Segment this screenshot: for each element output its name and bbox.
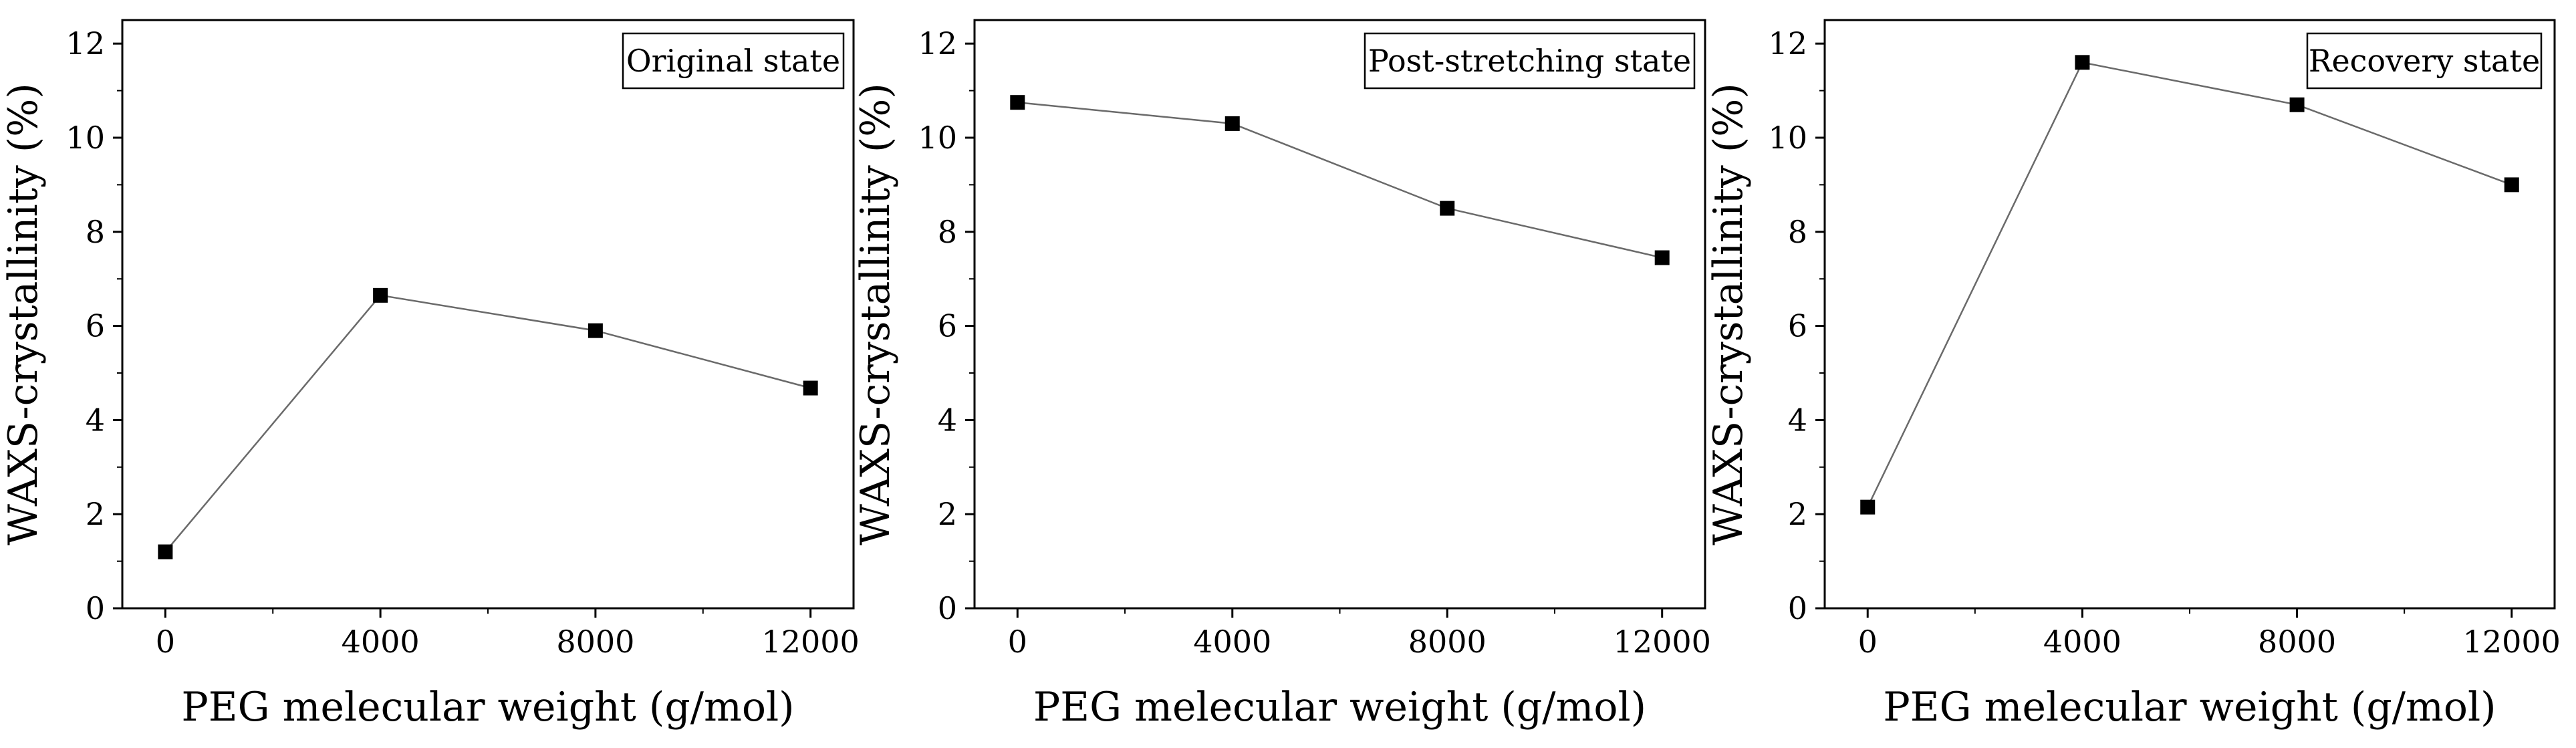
series-line	[1867, 61, 2513, 508]
chart-panel-2: 0 2 4 6 8 10 12 0 4000 8000 12000 PEG melecular wei…	[852, 19, 1711, 731]
y-tick-label: 2	[1788, 496, 1807, 532]
y-tick-label: 8	[1788, 214, 1807, 250]
x-tick-label: 8000	[556, 624, 634, 660]
y-tick-label: 4	[1788, 402, 1807, 438]
legend-box	[2306, 32, 2543, 90]
legend-label: Post-stretching state	[1368, 43, 1691, 79]
data-point	[2075, 55, 2090, 70]
data-point	[1010, 95, 1025, 110]
x-tick-label: 8000	[1408, 624, 1487, 660]
y-tick-label: 0	[938, 590, 957, 626]
legend-box	[622, 32, 845, 90]
y-tick-label: 8	[86, 214, 105, 250]
x-axis-title: PEG melecular weight (g/mol)	[1033, 684, 1646, 731]
data-point	[588, 323, 603, 338]
y-tick-label: 10	[66, 120, 105, 156]
y-tick-label: 12	[918, 25, 957, 61]
y-axis-title: WAXS-crystallinity (%)	[0, 83, 47, 545]
series-line	[1017, 101, 1662, 259]
data-point	[373, 287, 388, 303]
y-tick-label: 12	[66, 25, 105, 61]
y-tick-label: 0	[1788, 590, 1807, 626]
chart-panel-3: 0 2 4 6 8 10 12 0 4000 8000 12000 PEG melecular wei…	[1705, 19, 2561, 731]
data-point	[1440, 201, 1455, 216]
series-line	[164, 294, 811, 553]
data-point	[2504, 177, 2519, 193]
data-point	[1654, 250, 1670, 265]
legend-label: Recovery state	[2309, 43, 2540, 79]
y-tick-label: 6	[1788, 308, 1807, 344]
x-tick-label: 4000	[342, 624, 420, 660]
data-point	[803, 380, 818, 396]
legend: Recovery state	[2306, 32, 2543, 90]
y-tick-label: 4	[86, 402, 105, 438]
data-point	[1225, 116, 1240, 131]
y-axis-title: WAXS-crystallinity (%)	[852, 83, 899, 545]
x-tick-label: 0	[156, 624, 175, 660]
y-tick-label: 2	[86, 496, 105, 532]
legend: Post-stretching state	[1364, 32, 1696, 90]
x-tick-label: 0	[1858, 624, 1878, 660]
y-tick-label: 10	[1768, 120, 1807, 156]
y-tick-label: 0	[86, 590, 105, 626]
y-tick-label: 10	[918, 120, 957, 156]
x-tick-label: 12000	[2463, 624, 2561, 660]
x-tick-label: 4000	[1193, 624, 1271, 660]
x-axis-title: PEG melecular weight (g/mol)	[181, 684, 794, 731]
y-tick-label: 12	[1768, 25, 1807, 61]
y-tick-label: 2	[938, 496, 957, 532]
chart-panel-1: 0 2 4 6 8 10 12 0 4000 8000 12000 PEG melecular wei…	[0, 19, 860, 731]
y-axis-title: WAXS-crystallinity (%)	[1705, 83, 1752, 545]
y-tick-label: 4	[938, 402, 957, 438]
data-point	[2289, 97, 2305, 112]
legend: Original state	[622, 32, 845, 90]
data-point	[158, 544, 173, 559]
x-axis-title: PEG melecular weight (g/mol)	[1883, 684, 2496, 731]
x-tick-label: 0	[1008, 624, 1027, 660]
x-tick-label: 8000	[2258, 624, 2336, 660]
y-tick-label: 8	[938, 214, 957, 250]
plot-frame	[121, 19, 855, 610]
x-tick-label: 4000	[2043, 624, 2121, 660]
plot-frame	[1823, 19, 2556, 610]
legend-label: Original state	[626, 43, 840, 79]
data-point	[1860, 499, 1876, 515]
y-tick-label: 6	[938, 308, 957, 344]
x-tick-label: 12000	[761, 624, 859, 660]
legend-box	[1364, 32, 1696, 90]
x-tick-label: 12000	[1614, 624, 1711, 660]
y-tick-label: 6	[86, 308, 105, 344]
